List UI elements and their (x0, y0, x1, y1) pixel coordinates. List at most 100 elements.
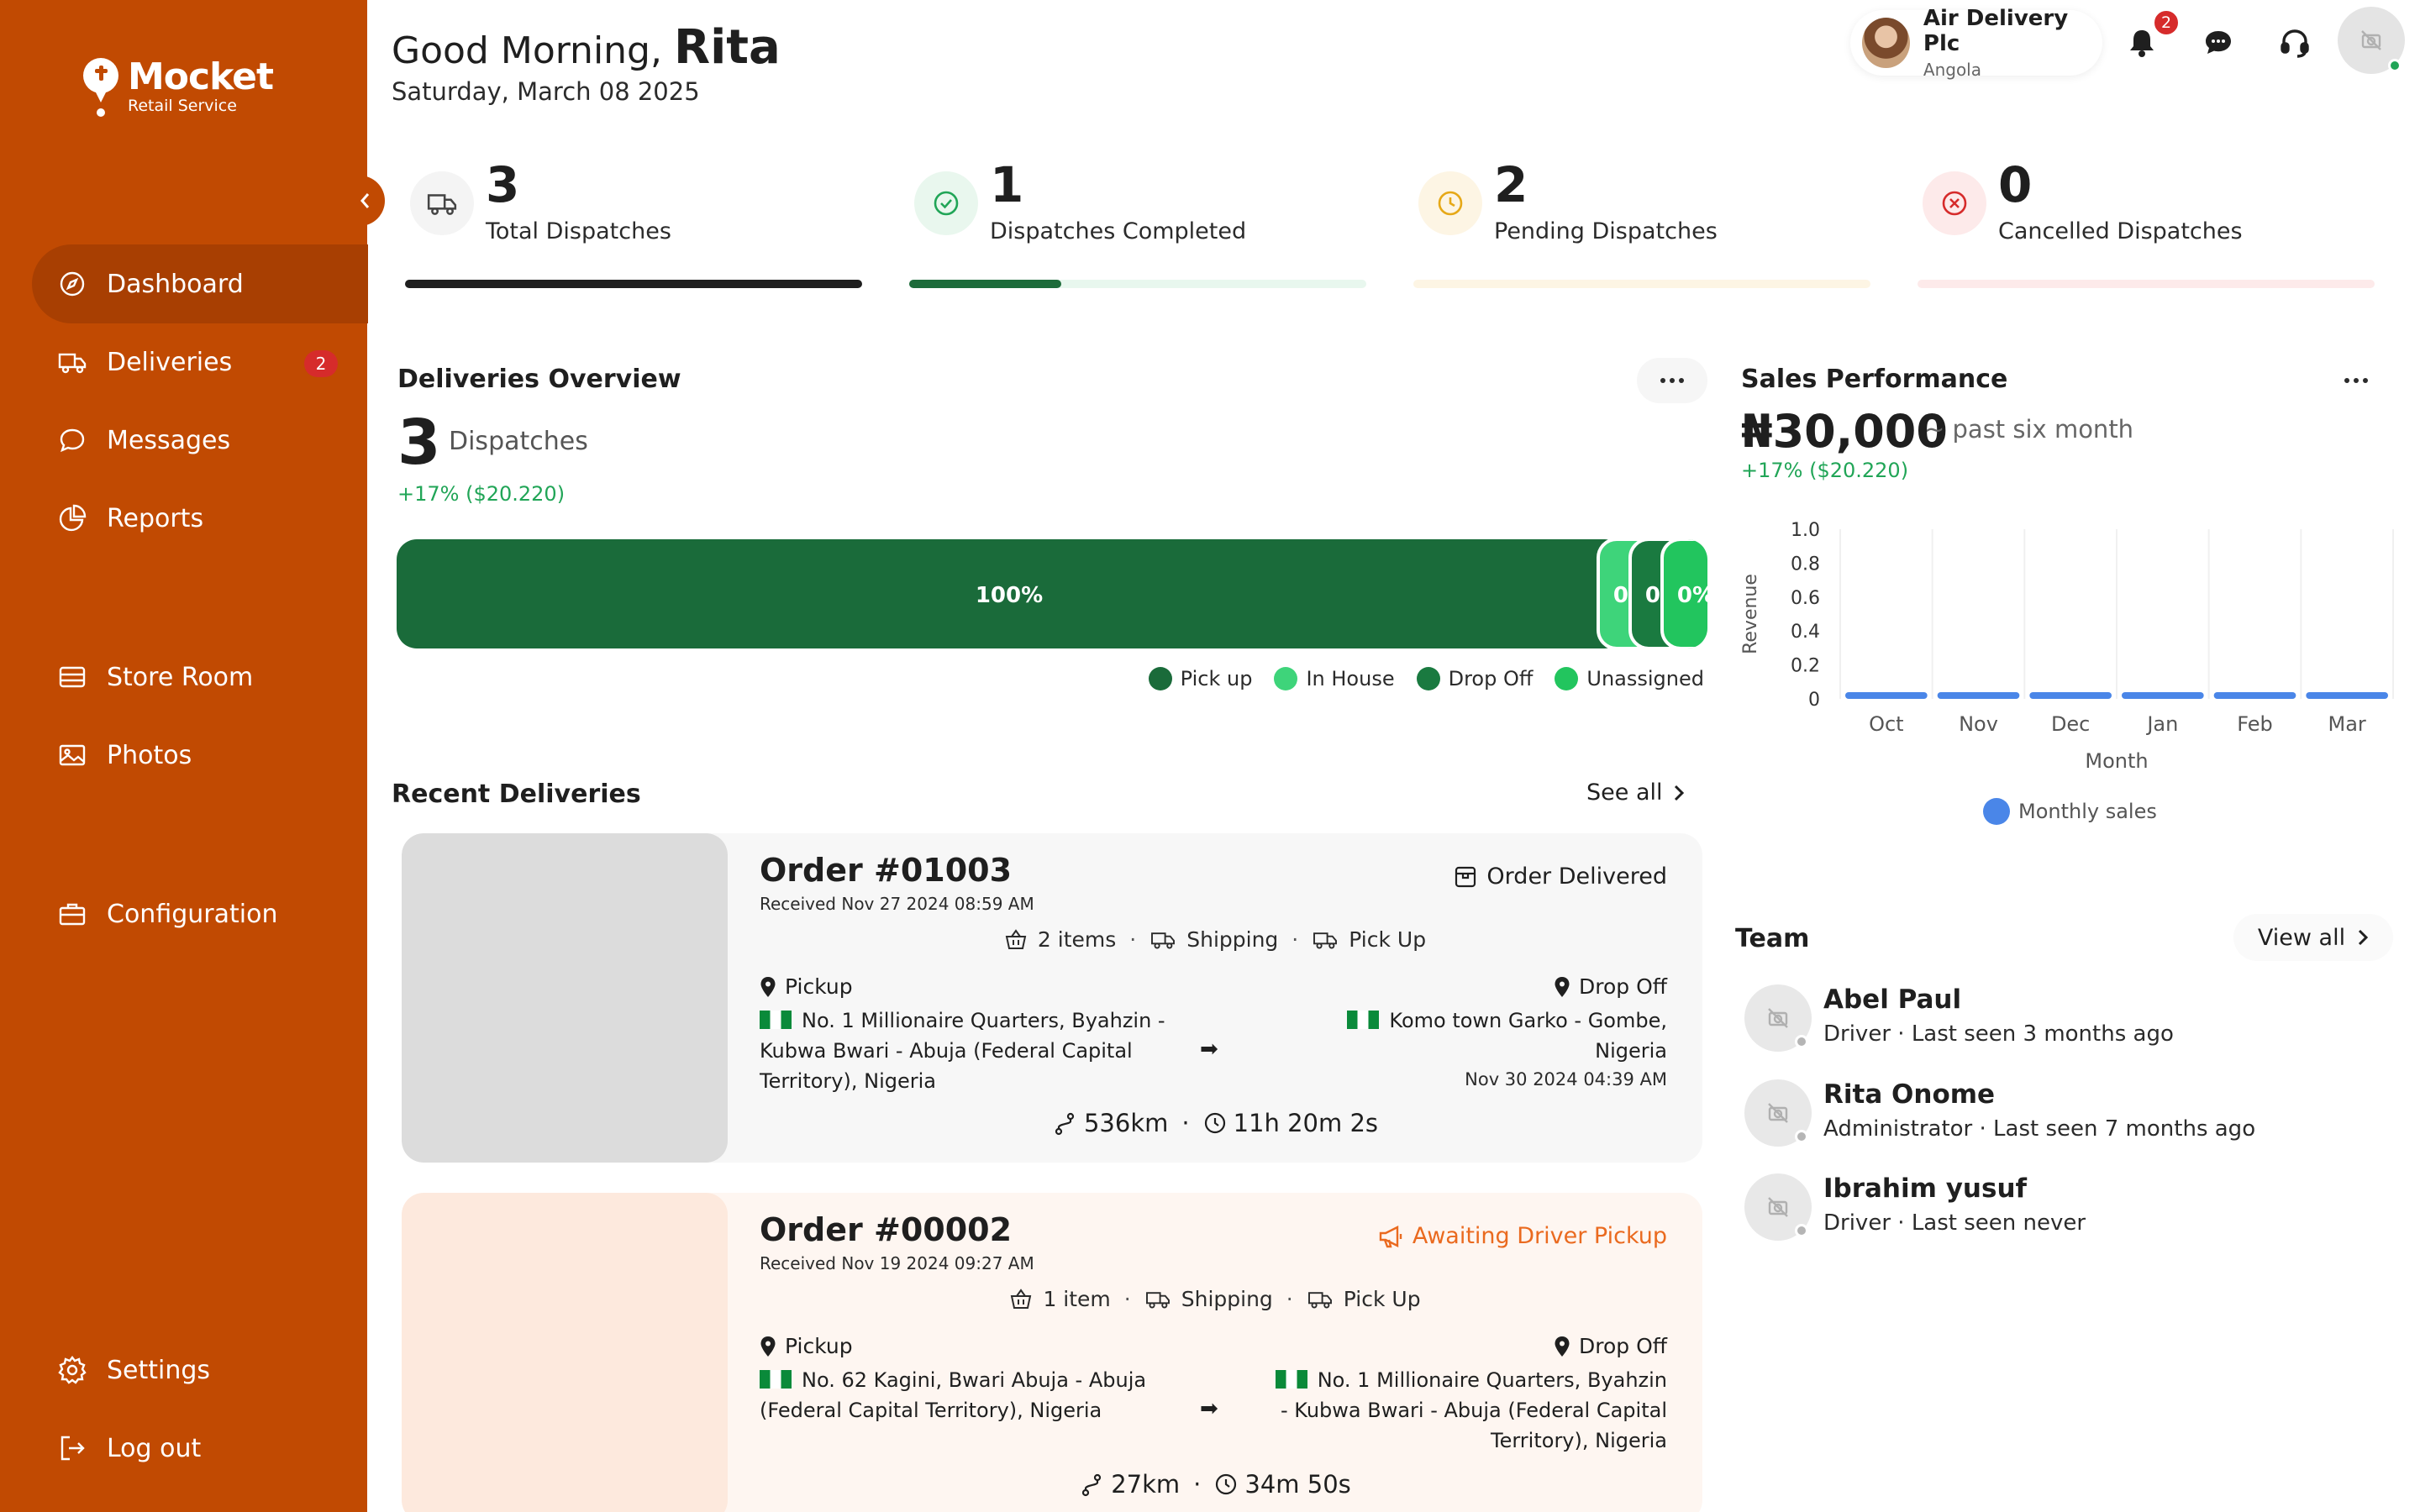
company-switcher[interactable]: Air Delivery Plc Angola (1850, 6, 2102, 80)
sidebar-item-label: Messages (107, 425, 231, 455)
team-member[interactable]: Rita Onome Administrator · Last seen 7 m… (1744, 1079, 2333, 1155)
bell-icon[interactable] (2124, 25, 2160, 60)
sidebar-item-reports[interactable]: Reports (32, 479, 368, 558)
store-icon (59, 666, 86, 688)
legend-item[interactable]: In House (1274, 667, 1395, 690)
dropoff-address: Komo town Garko - Gombe, Nigeria (1389, 1009, 1667, 1063)
stat-pending-dispatches[interactable]: 2 Pending Dispatches (1400, 151, 1870, 294)
sales-bar[interactable] (2213, 692, 2296, 699)
truck-icon (427, 194, 457, 215)
stat-progress-bar (1918, 280, 2375, 288)
overview-count: 3 (397, 407, 441, 479)
sidebar-item-store-room[interactable]: Store Room (32, 638, 368, 717)
sidebar-item-dashboard[interactable]: Dashboard (32, 244, 368, 323)
trip-duration: 34m 50s (1244, 1470, 1351, 1499)
view-all-team-button[interactable]: View all (2233, 914, 2393, 961)
sidebar-item-photos[interactable]: Photos (32, 716, 368, 795)
deliveries-count-badge: 2 (304, 350, 338, 377)
user-avatar[interactable] (2338, 7, 2405, 74)
nigeria-flag-icon (1347, 1011, 1380, 1029)
x-tick-label: Oct (1869, 712, 1904, 736)
overview-growth: +17% ($20.220) (397, 482, 566, 506)
x-tick-label: Nov (1959, 712, 1998, 736)
dropoff-time: Nov 30 2024 04:39 AM (1465, 1069, 1667, 1089)
dot (2354, 378, 2359, 383)
order-card[interactable]: Order #00002 Received Nov 19 2024 09:27 … (402, 1193, 1702, 1512)
legend-swatch (1416, 667, 1440, 690)
basket-icon (1005, 928, 1027, 949)
dropoff-label: Drop Off (1579, 1334, 1667, 1358)
x-tick-label: Jan (2145, 712, 2178, 736)
legend-item[interactable]: Unassigned (1555, 667, 1704, 690)
team-member[interactable]: Abel Paul Driver · Last seen 3 months ag… (1744, 984, 2333, 1060)
sidebar-item-settings[interactable]: Settings (32, 1331, 368, 1410)
member-role: Driver (1823, 1210, 1891, 1236)
sales-title: Sales Performance (1741, 365, 2008, 394)
stat-dispatches-completed[interactable]: 1 Dispatches Completed (896, 151, 1366, 294)
status-dot (1795, 1130, 1808, 1143)
pickup-truck-icon (1313, 932, 1338, 948)
pickup-label: Pickup (785, 974, 853, 999)
sidebar-item-configuration[interactable]: Configuration (32, 874, 368, 953)
dropoff-label: Drop Off (1579, 974, 1667, 999)
sales-bar-chart: 0 0.2 0.4 0.6 0.8 1.0 Oct Nov Dec Jan Feb Mar Month R… (1740, 520, 2394, 773)
sales-bar[interactable] (1845, 692, 1928, 699)
sidebar-item-deliveries[interactable]: Deliveries 2 (32, 323, 368, 402)
stat-progress-bar (405, 280, 862, 288)
check-circle-icon (934, 191, 959, 216)
legend-label: Drop Off (1448, 667, 1534, 690)
legend-swatch (1555, 667, 1579, 690)
sales-more-button[interactable] (2321, 358, 2391, 403)
basket-icon (1011, 1288, 1032, 1309)
order-status-label: Order Delivered (1486, 864, 1667, 890)
logo[interactable]: Mocket Retail Service (81, 55, 274, 123)
compass-icon (60, 271, 85, 297)
headset-icon[interactable] (2277, 25, 2312, 60)
stat-total-dispatches[interactable]: 3 Total Dispatches (392, 151, 862, 294)
sales-bar[interactable] (1937, 692, 2020, 699)
y-tick-label: 0.2 (1791, 656, 1820, 677)
trip-distance: 536km (1083, 1109, 1169, 1137)
overview-more-button[interactable] (1637, 358, 1707, 403)
sales-bar[interactable] (2029, 692, 2112, 699)
chat-bubble-icon[interactable] (2201, 25, 2236, 60)
pickup-label: Pickup (785, 1334, 853, 1358)
y-tick-label: 1.0 (1791, 520, 1820, 541)
order-card[interactable]: Order #01003 Received Nov 27 2024 08:59 … (402, 833, 1702, 1163)
chevron-right-icon (1674, 785, 1684, 801)
member-last-seen: Last seen 7 months ago (1993, 1116, 2256, 1142)
clock-icon (1438, 191, 1463, 216)
order-id: Order #01003 (760, 852, 1013, 889)
legend-label: Pick up (1180, 667, 1253, 690)
sales-legend[interactable]: Monthly sales (1983, 798, 2157, 825)
sidebar-item-logout[interactable]: Log out (32, 1409, 368, 1488)
team-member[interactable]: Ibrahim yusuf Driver · Last seen never (1744, 1173, 2333, 1249)
order-method: Pick Up (1343, 1287, 1421, 1311)
timer-icon (1204, 1112, 1225, 1134)
bar-segment-label: 100% (976, 583, 1043, 608)
sales-period: ~ past six month (1924, 415, 2134, 444)
delivery-distribution-bar: 100%0%0%0% (397, 539, 1707, 648)
sales-bar[interactable] (2306, 692, 2388, 699)
collapse-sidebar-button[interactable] (346, 176, 385, 226)
legend-item[interactable]: Pick up (1148, 667, 1253, 690)
order-status-label: Awaiting Driver Pickup (1412, 1223, 1667, 1249)
sidebar-item-label: Store Room (107, 662, 254, 692)
stat-cancelled-dispatches[interactable]: 0 Cancelled Dispatches (1904, 151, 2375, 294)
trip-duration: 11h 20m 2s (1233, 1109, 1379, 1137)
pickup-block: Pickup No. 62 Kagini, Bwari Abuja - Abuj… (760, 1334, 1180, 1425)
sidebar-item-label: Settings (107, 1355, 211, 1385)
see-all-link[interactable]: See all (1586, 780, 1685, 806)
sales-bar[interactable] (2122, 692, 2204, 699)
truck-icon (1145, 1291, 1170, 1308)
member-role-line: Driver · Last seen 3 months ago (1823, 1021, 2174, 1047)
see-all-label: See all (1586, 780, 1663, 806)
stat-label: Cancelled Dispatches (1998, 218, 2243, 244)
location-pin-icon (1555, 976, 1570, 997)
location-pin-icon (760, 1336, 776, 1357)
stat-icon-circle (1418, 171, 1482, 235)
member-role-line: Administrator · Last seen 7 months ago (1823, 1116, 2256, 1142)
legend-item[interactable]: Drop Off (1416, 667, 1534, 690)
sidebar-item-messages[interactable]: Messages (32, 401, 368, 480)
trip-summary: 536km · 11h 20m 2s (728, 1109, 1702, 1137)
